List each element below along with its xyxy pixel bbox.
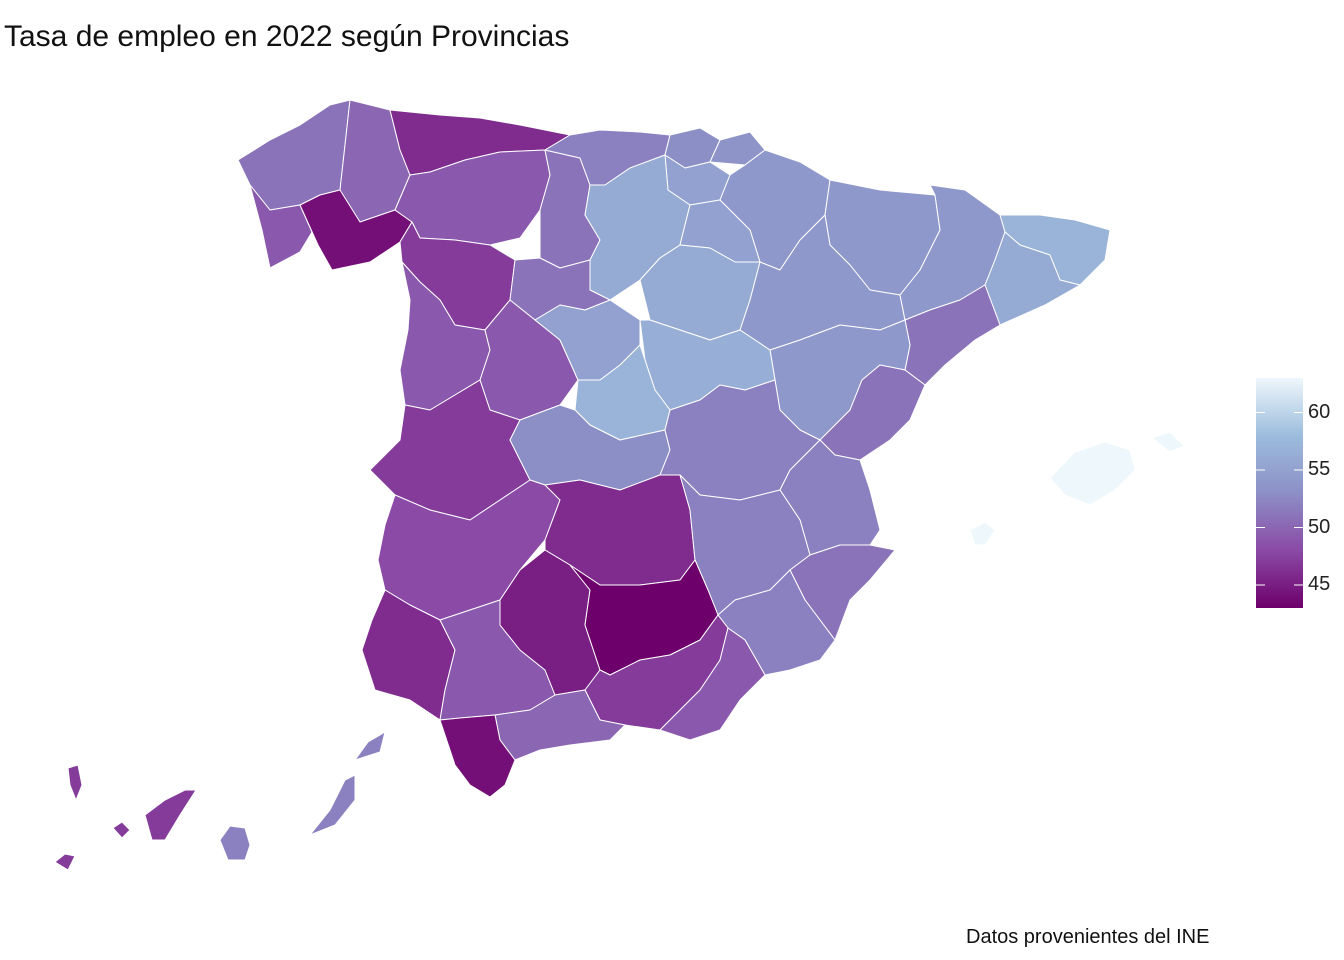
legend-tick-label: 50 bbox=[1308, 515, 1331, 538]
region-cadiz[interactable] bbox=[439, 714, 516, 798]
region-mallorca[interactable] bbox=[1049, 441, 1136, 506]
region-pontevedra[interactable] bbox=[249, 184, 313, 269]
source-caption: Datos provenientes del INE bbox=[966, 926, 1210, 948]
legend-tick-label: 60 bbox=[1308, 400, 1331, 423]
region-menorca[interactable] bbox=[1151, 431, 1185, 453]
color-legend bbox=[1256, 378, 1303, 608]
region-ibiza[interactable] bbox=[969, 521, 996, 546]
region-hierro[interactable] bbox=[54, 853, 76, 871]
legend-tick-label: 55 bbox=[1308, 458, 1331, 480]
region-lapalma[interactable] bbox=[67, 764, 83, 801]
region-tenerife[interactable] bbox=[144, 789, 197, 841]
region-grancanaria[interactable] bbox=[219, 825, 251, 861]
legend-colorbar bbox=[1256, 378, 1303, 608]
region-lanzarote[interactable] bbox=[354, 731, 386, 761]
legend-tick-label: 45 bbox=[1308, 573, 1331, 595]
map-title: Tasa de empleo en 2022 según Provincias bbox=[4, 20, 570, 53]
region-gomera[interactable] bbox=[112, 821, 131, 839]
region-almeria[interactable] bbox=[659, 627, 766, 741]
region-castellon[interactable] bbox=[819, 364, 926, 461]
region-fuerteventura[interactable] bbox=[309, 774, 356, 836]
